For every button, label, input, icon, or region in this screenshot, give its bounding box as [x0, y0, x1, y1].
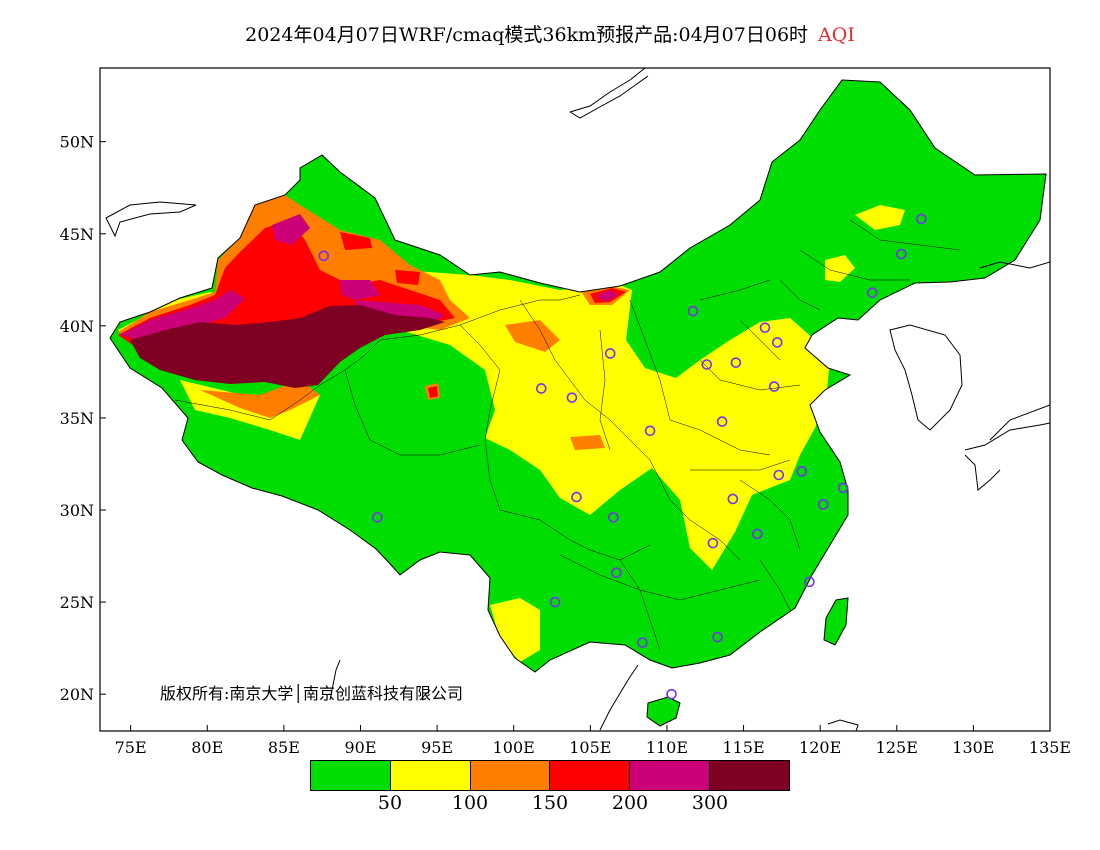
station-marker	[666, 688, 677, 700]
station-marker	[608, 512, 619, 523]
station-markers	[318, 213, 927, 700]
title-text: 2024年04月07日WRF/cmaq模式36km预报产品:04月07日06时	[245, 24, 809, 46]
colorbar-segment	[550, 761, 631, 790]
lon-tick-label: 110E	[646, 738, 688, 757]
station-marker	[896, 248, 907, 260]
station-marker	[604, 348, 616, 359]
station-marker	[701, 359, 713, 370]
station-marker	[817, 499, 829, 510]
station-marker	[644, 425, 656, 437]
lat-tick-label: 30N	[60, 501, 94, 520]
lat-tick-label: 50N	[60, 133, 94, 152]
lon-tick-label: 120E	[799, 738, 841, 757]
station-marker	[796, 466, 808, 477]
station-marker	[571, 491, 582, 503]
colorbar-segment	[311, 761, 391, 790]
copyright-text: 版权所有:南京大学│南京创蓝科技有限公司	[160, 684, 464, 703]
colorbar-label: 100	[451, 792, 489, 814]
title-variable: AQI	[818, 24, 855, 46]
colorbar-segment	[630, 761, 711, 790]
colorbar-label: 200	[611, 792, 649, 814]
station-marker	[611, 567, 622, 578]
lon-tick-label: 85E	[268, 738, 300, 757]
station-marker	[773, 469, 785, 481]
lon-tick-label: 115E	[722, 738, 764, 757]
latitude-axis: 20N 25N 30N 35N 40N 45N 50N	[60, 133, 106, 704]
lat-tick-label: 45N	[60, 225, 94, 244]
lon-tick-label: 90E	[344, 738, 376, 757]
lon-tick-label: 130E	[952, 738, 994, 757]
station-marker	[372, 512, 383, 523]
station-marker	[730, 357, 742, 368]
aqi-colorbar	[310, 760, 790, 791]
lon-tick-label: 75E	[115, 738, 147, 757]
lon-tick-label: 125E	[876, 738, 918, 757]
station-marker	[759, 322, 771, 333]
station-marker	[566, 392, 578, 403]
map-frame	[99, 67, 1051, 732]
station-marker	[535, 383, 547, 394]
colorbar-segment	[390, 761, 471, 790]
colorbar-segment	[710, 761, 789, 790]
station-marker	[707, 537, 719, 549]
station-marker	[768, 381, 780, 392]
lon-tick-label: 100E	[493, 738, 535, 757]
station-marker	[727, 493, 739, 505]
lat-tick-label: 35N	[60, 409, 94, 428]
lat-tick-label: 40N	[60, 317, 94, 336]
station-marker	[716, 416, 728, 427]
colorbar-label: 50	[377, 792, 403, 814]
colorbar-label: 300	[691, 792, 729, 814]
colorbar-segment	[470, 761, 551, 790]
station-marker	[837, 482, 849, 494]
station-marker	[915, 213, 927, 225]
station-marker	[637, 637, 648, 648]
station-marker	[771, 337, 783, 348]
lon-tick-label: 95E	[421, 738, 453, 757]
station-marker	[687, 305, 699, 317]
map-title: 2024年04月07日WRF/cmaq模式36km预报产品:04月07日06时 A…	[0, 20, 1100, 47]
colorbar-label: 150	[531, 792, 569, 814]
station-marker	[752, 528, 763, 540]
lat-tick-label: 25N	[60, 593, 94, 612]
lat-tick-label: 20N	[60, 685, 94, 704]
station-marker	[712, 631, 723, 643]
station-marker	[549, 596, 561, 608]
lon-tick-label: 135E	[1029, 738, 1071, 757]
station-marker	[318, 250, 330, 262]
lon-tick-label: 80E	[191, 738, 223, 757]
longitude-axis: 75E 80E 85E 90E 95E 100E 105E 110E 115E 120E 125E 1…	[115, 725, 1071, 757]
station-marker	[804, 576, 815, 588]
station-marker	[866, 287, 878, 298]
lon-tick-label: 105E	[569, 738, 611, 757]
